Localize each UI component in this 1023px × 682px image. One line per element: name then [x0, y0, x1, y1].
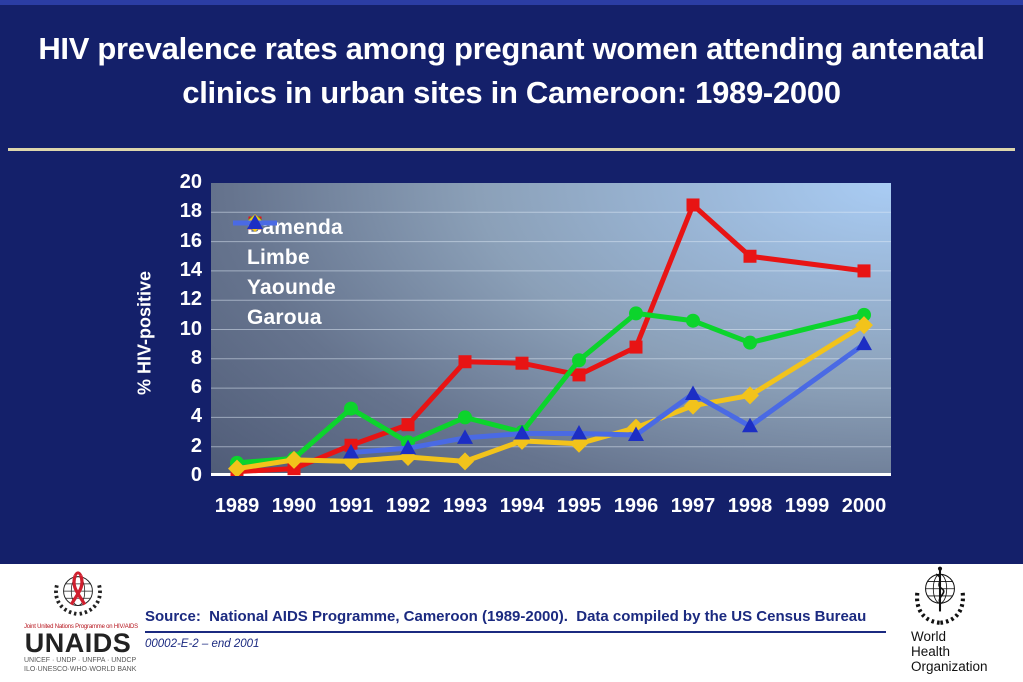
- y-tick-label: 8: [190, 346, 202, 369]
- x-tick-label-1998: 1998: [727, 495, 773, 517]
- data-point-limbe-2000: [857, 307, 871, 322]
- unaids-logo: Joint United Nations Programme on HIV/AI…: [24, 568, 138, 674]
- legend-item-yaounde: Yaounde: [233, 214, 343, 303]
- slide-code: 00002-E-2 – end 2001: [145, 638, 260, 650]
- unaids-cosponsors-1: UNICEF · UNDP · UNFPA · UNDCP: [24, 657, 137, 664]
- who-wordmark-line2: Organization: [911, 659, 988, 674]
- data-point-yaounde-1997: [684, 396, 702, 415]
- legend-label: Garoua: [247, 306, 322, 329]
- y-tick-label: 6: [190, 376, 202, 399]
- y-tick-label: 16: [179, 229, 202, 252]
- x-axis-line: [211, 473, 891, 476]
- x-tick-label-1989: 1989: [214, 495, 260, 517]
- y-tick-label: 18: [179, 200, 202, 223]
- legend-item-garoua: Garoua: [233, 214, 343, 333]
- data-point-bamenda-2000: [857, 264, 871, 278]
- data-point-garoua-1993: [457, 429, 473, 444]
- slide-top-border: [0, 0, 1023, 5]
- unaids-tagline: Joint United Nations Programme on HIV/AI…: [24, 624, 138, 630]
- y-tick-label: 14: [179, 258, 202, 281]
- data-point-limbe-1997: [686, 313, 700, 328]
- data-point-bamenda-1994: [515, 356, 529, 370]
- data-point-bamenda-1993: [458, 355, 472, 369]
- data-point-limbe-1996: [629, 306, 643, 321]
- y-tick-label: 4: [190, 405, 202, 428]
- y-tick-label: 12: [179, 288, 202, 311]
- data-point-bamenda-1995: [572, 368, 586, 382]
- slide-title: HIV prevalence rates among pregnant wome…: [38, 31, 985, 110]
- x-tick-label-1992: 1992: [385, 495, 431, 517]
- data-point-yaounde-2000: [855, 316, 873, 335]
- y-tick-label: 10: [179, 317, 202, 340]
- y-tick-label: 0: [190, 464, 202, 486]
- legend-label: Yaounde: [247, 276, 336, 299]
- title-divider: [8, 148, 1015, 151]
- x-tick-label-1994: 1994: [499, 495, 545, 517]
- footer: Joint United Nations Programme on HIV/AI…: [0, 564, 1023, 682]
- who-emblem-icon: [915, 566, 965, 625]
- unaids-wordmark: UNAIDS: [24, 628, 132, 658]
- data-point-garoua-1992: [400, 439, 416, 455]
- source-divider: [145, 631, 886, 633]
- data-point-garoua-1991: [343, 444, 359, 459]
- x-tick-label-1997: 1997: [670, 495, 716, 517]
- data-point-limbe-1993: [458, 410, 472, 425]
- unaids-cosponsors-2: ILO·UNESCO·WHO·WORLD BANK: [24, 666, 137, 673]
- source-text: Source: National AIDS Programme, Cameroo…: [145, 608, 867, 625]
- x-tick-label-1990: 1990: [271, 495, 317, 517]
- data-point-limbe-1991: [344, 401, 358, 416]
- data-point-garoua-1995: [571, 425, 587, 440]
- y-tick-label: 20: [179, 171, 202, 193]
- data-point-limbe-1995: [572, 353, 586, 368]
- data-point-yaounde-1998: [741, 386, 759, 405]
- data-point-limbe-1998: [743, 335, 757, 350]
- x-tick-label-2000: 2000: [841, 495, 887, 517]
- data-point-yaounde-1990: [285, 450, 303, 469]
- x-tick-label-1993: 1993: [442, 495, 488, 517]
- data-point-bamenda-1997: [686, 198, 700, 212]
- line-chart: [211, 198, 891, 476]
- data-point-yaounde-1989: [228, 459, 246, 476]
- data-point-yaounde-1993: [456, 452, 474, 471]
- x-tick-label-1999: 1999: [784, 495, 830, 517]
- legend-label: Limbe: [247, 246, 310, 269]
- unaids-emblem-icon: [54, 571, 102, 617]
- data-point-bamenda-1996: [629, 340, 643, 354]
- data-point-garoua-1998: [742, 417, 758, 433]
- source-block: Source: National AIDS Programme, Cameroo…: [145, 608, 886, 650]
- legend-triangle-icon: [233, 214, 277, 229]
- who-wordmark-line1: World Health: [911, 629, 951, 659]
- x-tick-label-1996: 1996: [613, 495, 659, 517]
- data-point-garoua-1997: [685, 385, 701, 400]
- plot-area: Bamenda Limbe Yaounde Garoua: [211, 183, 891, 476]
- data-point-garoua-1996: [628, 426, 644, 441]
- legend-item-limbe: Limbe: [233, 216, 343, 273]
- data-point-bamenda-1992: [401, 418, 415, 432]
- x-tick-label-1995: 1995: [556, 495, 602, 517]
- legend: Bamenda Limbe Yaounde Garoua: [233, 213, 343, 333]
- who-logo: World Health Organization: [903, 566, 988, 674]
- data-point-garoua-1994: [514, 425, 530, 440]
- data-point-bamenda-1998: [743, 249, 757, 263]
- x-tick-label-1991: 1991: [328, 495, 374, 517]
- who-wordmark: World Health Organization: [911, 629, 988, 674]
- data-point-garoua-2000: [856, 335, 872, 351]
- y-tick-label: 2: [190, 434, 202, 457]
